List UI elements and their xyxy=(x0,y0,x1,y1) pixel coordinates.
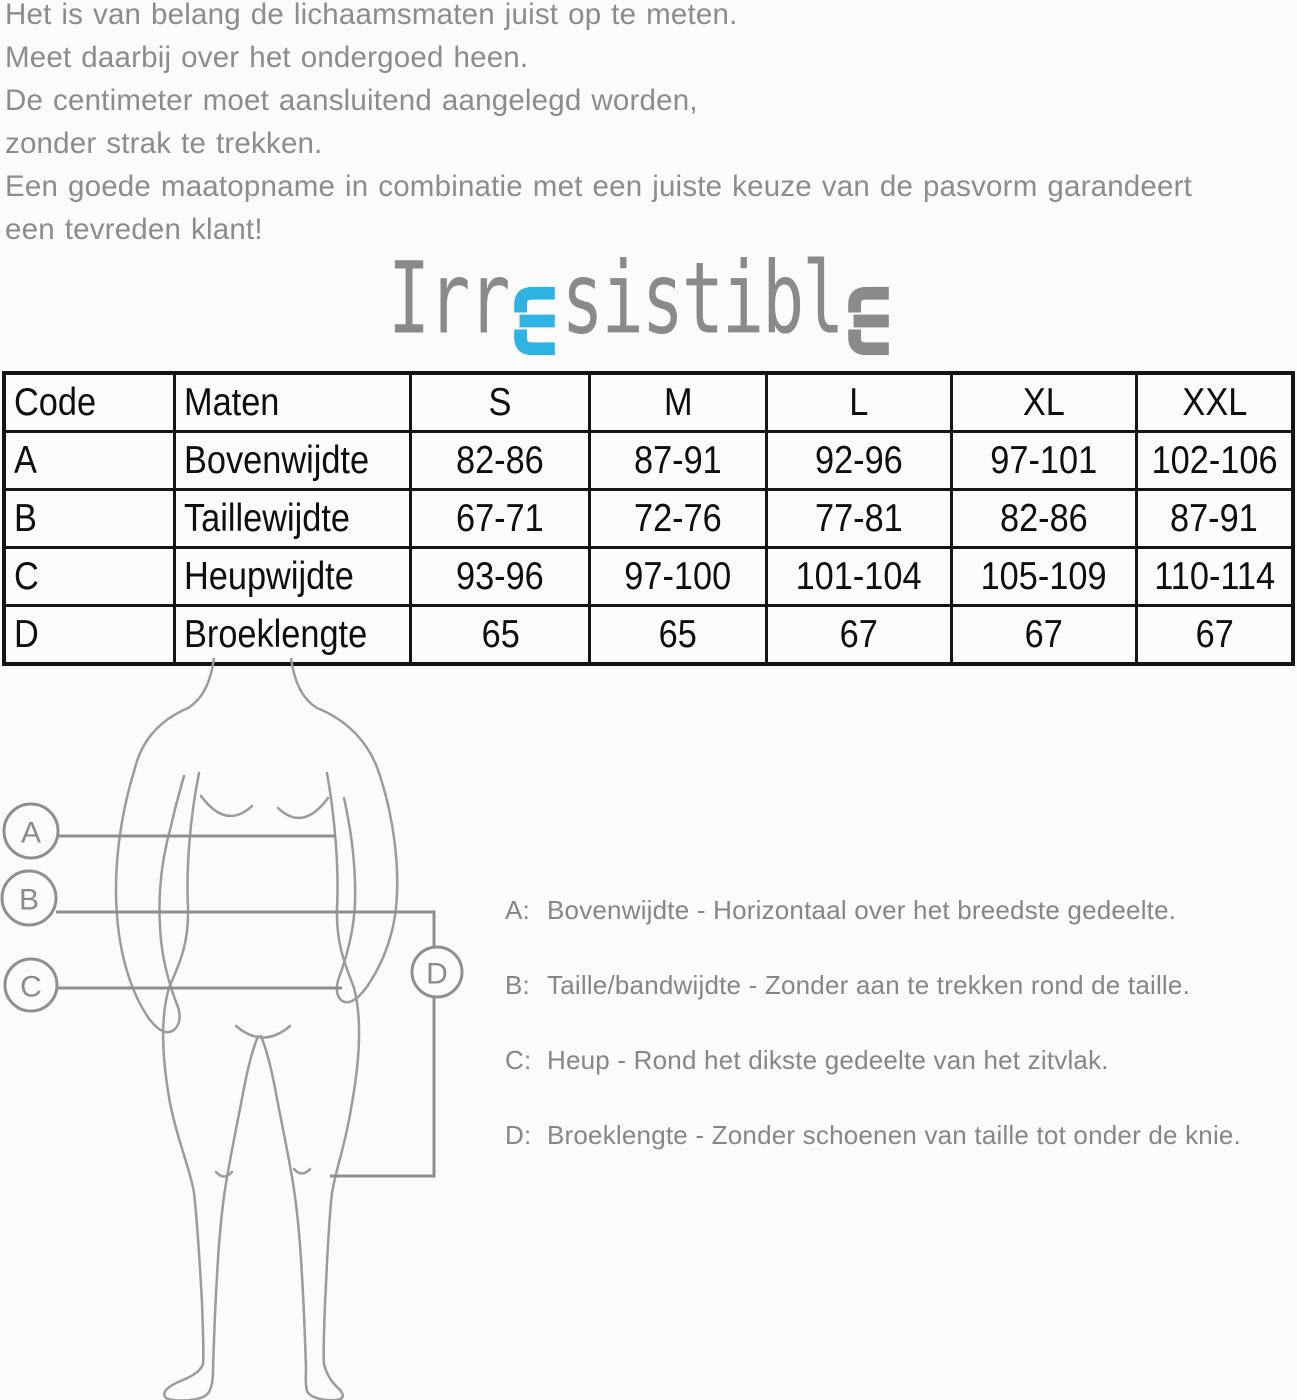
logo-text-left: Irr xyxy=(388,240,510,357)
intro-line: Het is van belang de lichaamsmaten juist… xyxy=(5,0,738,31)
cell-value: 67 xyxy=(765,604,953,666)
legend-text: Taille/bandwijdte - Zonder aan te trekke… xyxy=(547,970,1190,1000)
legend-label: A: xyxy=(505,895,530,925)
cell-value: 65 xyxy=(588,604,769,666)
legend-item-b: B: Taille/bandwijdte - Zonder aan te tre… xyxy=(505,970,1190,1001)
col-header-maten: Maten xyxy=(173,371,413,433)
table-row: D Broeklengte 65 65 67 67 67 xyxy=(2,604,1295,666)
col-header-s: S xyxy=(409,371,592,433)
legend-text: Broeklengte - Zonder schoenen van taille… xyxy=(547,1120,1242,1150)
marker-d-circle xyxy=(410,945,464,999)
legend-text: Bovenwijdte - Horizontaal over het breed… xyxy=(547,895,1177,925)
marker-c-label: C xyxy=(20,971,42,1004)
cell-value: 67 xyxy=(949,604,1138,666)
cell-value: 97-101 xyxy=(949,430,1138,491)
cell-value: 101-104 xyxy=(765,546,953,607)
measurement-diagram: A B C D xyxy=(0,658,464,1400)
legend-label: C: xyxy=(505,1045,532,1075)
logo-e-gray-icon xyxy=(848,286,890,356)
legend-item-c: C: Heup - Rond het dikste gedeelte van h… xyxy=(505,1045,1109,1076)
legend-item-d: D: Broeklengte - Zonder schoenen van tai… xyxy=(505,1120,1241,1151)
row-maten: Heupwijdte xyxy=(173,546,413,607)
table-header-row: Code Maten S M L XL XXL xyxy=(2,371,1295,433)
intro-line: een tevreden klant! xyxy=(5,213,263,246)
cell-value: 65 xyxy=(409,604,592,666)
intro-text: Het is van belang de lichaamsmaten juist… xyxy=(5,0,1192,251)
cell-value: 67-71 xyxy=(409,488,592,549)
cell-value: 67 xyxy=(1134,604,1295,666)
cell-value: 82-86 xyxy=(409,430,592,491)
brand-logo: Irr sistibl xyxy=(388,240,895,357)
intro-line: zonder strak te trekken. xyxy=(5,127,323,160)
logo-e-cyan-icon xyxy=(514,286,556,356)
cell-value: 87-91 xyxy=(1134,488,1295,549)
row-code: A xyxy=(2,430,177,491)
row-maten: Taillewijdte xyxy=(173,488,413,549)
row-maten: Broeklengte xyxy=(173,604,413,666)
cell-value: 102-106 xyxy=(1134,430,1295,491)
cell-value: 105-109 xyxy=(949,546,1138,607)
cell-value: 97-100 xyxy=(588,546,769,607)
intro-line: De centimeter moet aansluitend aangelegd… xyxy=(5,84,698,117)
marker-b-label: B xyxy=(19,884,39,917)
legend-item-a: A: Bovenwijdte - Horizontaal over het br… xyxy=(505,895,1176,926)
marker-a-label: A xyxy=(21,817,41,850)
row-code: C xyxy=(2,546,177,607)
col-header-xxl: XXL xyxy=(1134,371,1295,433)
legend-label: B: xyxy=(505,970,530,1000)
body-outline xyxy=(114,658,399,1400)
cell-value: 110-114 xyxy=(1134,546,1295,607)
cell-value: 93-96 xyxy=(409,546,592,607)
row-code: B xyxy=(2,488,177,549)
cell-value: 77-81 xyxy=(765,488,953,549)
intro-line: Een goede maatopname in combinatie met e… xyxy=(5,170,1193,203)
cell-value: 82-86 xyxy=(949,488,1138,549)
col-header-l: L xyxy=(765,371,953,433)
row-code: D xyxy=(2,604,177,666)
markers: A B C D xyxy=(0,802,464,1013)
legend-label: D: xyxy=(505,1120,532,1150)
size-table: Code Maten S M L XL XXL A Bovenwijdte 82… xyxy=(2,371,1295,666)
cell-value: 87-91 xyxy=(588,430,769,491)
line-b-d xyxy=(56,910,436,1178)
cell-value: 92-96 xyxy=(765,430,953,491)
legend-text: Heup - Rond het dikste gedeelte van het … xyxy=(547,1045,1109,1075)
marker-c-circle xyxy=(3,957,59,1013)
table-row: A Bovenwijdte 82-86 87-91 92-96 97-101 1… xyxy=(2,430,1295,491)
intro-line: Meet daarbij over het ondergoed heen. xyxy=(5,41,529,74)
marker-d-label: D xyxy=(426,958,448,991)
cell-value: 72-76 xyxy=(588,488,769,549)
logo-text-right: sistibl xyxy=(561,240,844,357)
col-header-code: Code xyxy=(2,371,177,433)
col-header-m: M xyxy=(588,371,769,433)
table-row: C Heupwijdte 93-96 97-100 101-104 105-10… xyxy=(2,546,1295,607)
measurement-lines xyxy=(56,834,436,1178)
marker-a-circle xyxy=(2,802,60,860)
col-header-xl: XL xyxy=(949,371,1138,433)
marker-b-circle xyxy=(0,869,58,927)
row-maten: Bovenwijdte xyxy=(173,430,413,491)
table-row: B Taillewijdte 67-71 72-76 77-81 82-86 8… xyxy=(2,488,1295,549)
